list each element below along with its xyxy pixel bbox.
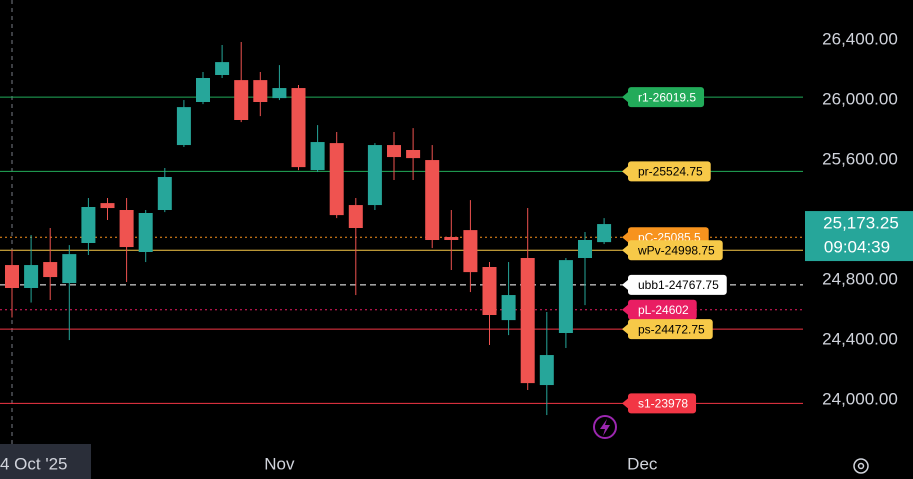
candle-body xyxy=(100,203,115,209)
candle-body xyxy=(501,295,516,321)
level-tag: pL-24602 xyxy=(622,299,697,320)
candle-body xyxy=(157,177,172,210)
level-tag-arrow xyxy=(622,398,628,409)
y-tick-label: 26,000.00 xyxy=(822,90,898,109)
level-label: ps-24472.75 xyxy=(638,322,705,336)
crosshair-date-bg xyxy=(0,444,91,479)
candle-body xyxy=(81,207,96,243)
level-tag: r1-26019.5 xyxy=(622,87,705,108)
last-price-label: 25,173.25 xyxy=(823,214,899,233)
candle-body xyxy=(367,145,382,206)
x-tick-label: Dec xyxy=(627,454,658,473)
candle-body xyxy=(444,237,459,240)
alert-icon[interactable] xyxy=(593,415,617,439)
level-tag-bg xyxy=(628,299,697,320)
candle-body xyxy=(215,62,230,75)
level-label: pr-25524.75 xyxy=(638,165,703,179)
level-tag-arrow xyxy=(622,279,628,290)
candle-body xyxy=(291,88,306,168)
level-tag-arrow xyxy=(622,304,628,315)
candle-body xyxy=(539,355,554,386)
level-tag: s1-23978 xyxy=(622,393,697,414)
candle-body xyxy=(176,107,191,146)
candle-body xyxy=(5,265,19,288)
candle-body xyxy=(425,160,440,240)
y-tick-label: 24,000.00 xyxy=(822,390,898,409)
settings-icon[interactable] xyxy=(853,458,869,474)
level-label: r1-26019.5 xyxy=(638,90,696,104)
candle-body xyxy=(558,260,573,333)
y-tick-label: 25,600.00 xyxy=(822,150,898,169)
candle-body xyxy=(597,224,612,243)
candle-body xyxy=(234,80,249,120)
x-tick-label: Nov xyxy=(264,454,295,473)
level-tag-arrow xyxy=(622,166,628,177)
candle-body xyxy=(482,267,497,315)
level-tag-arrow xyxy=(622,232,628,243)
level-tag-bg xyxy=(628,274,727,295)
candle-body xyxy=(119,210,134,248)
level-label: pL-24602 xyxy=(638,303,689,317)
candle-body xyxy=(310,142,325,171)
level-tag-arrow xyxy=(622,324,628,335)
y-tick-label: 24,400.00 xyxy=(822,330,898,349)
level-tag-bg xyxy=(628,319,713,340)
level-tag-bg xyxy=(628,393,697,414)
y-tick-label: 26,400.00 xyxy=(822,30,898,49)
y-tick-label: 24,800.00 xyxy=(822,270,898,289)
candle-body xyxy=(272,88,287,99)
candle-body xyxy=(578,240,592,258)
level-tag: wPv-24998.75 xyxy=(622,240,723,261)
level-tag-bg xyxy=(628,87,705,108)
countdown: 09:04:39 xyxy=(824,238,890,257)
candle-body xyxy=(387,145,401,158)
x-tick-label: 4 Oct '25 xyxy=(0,454,68,473)
level-tag-arrow xyxy=(622,245,628,256)
last-price-tag xyxy=(805,211,913,262)
level-label: wPv-24998.75 xyxy=(637,243,715,257)
candle-body xyxy=(406,150,421,159)
candle-body xyxy=(62,254,77,284)
candle-body xyxy=(463,230,478,273)
level-tag: ps-24472.75 xyxy=(622,319,713,340)
level-tag-arrow xyxy=(622,92,628,103)
candle-body xyxy=(196,78,210,102)
candle-body xyxy=(520,258,535,384)
level-tag: pr-25524.75 xyxy=(622,161,711,182)
candle-body xyxy=(348,205,363,228)
candle-body xyxy=(24,265,39,288)
level-label: ubb1-24767.75 xyxy=(638,278,719,292)
candle-body xyxy=(253,80,268,102)
candle-body xyxy=(329,143,344,216)
candle-body xyxy=(138,213,153,252)
level-tag-bg xyxy=(628,161,711,182)
level-tag-bg xyxy=(628,240,723,261)
level-label: s1-23978 xyxy=(638,397,688,411)
level-tag: ubb1-24767.75 xyxy=(622,274,727,295)
candle-body xyxy=(43,262,58,278)
